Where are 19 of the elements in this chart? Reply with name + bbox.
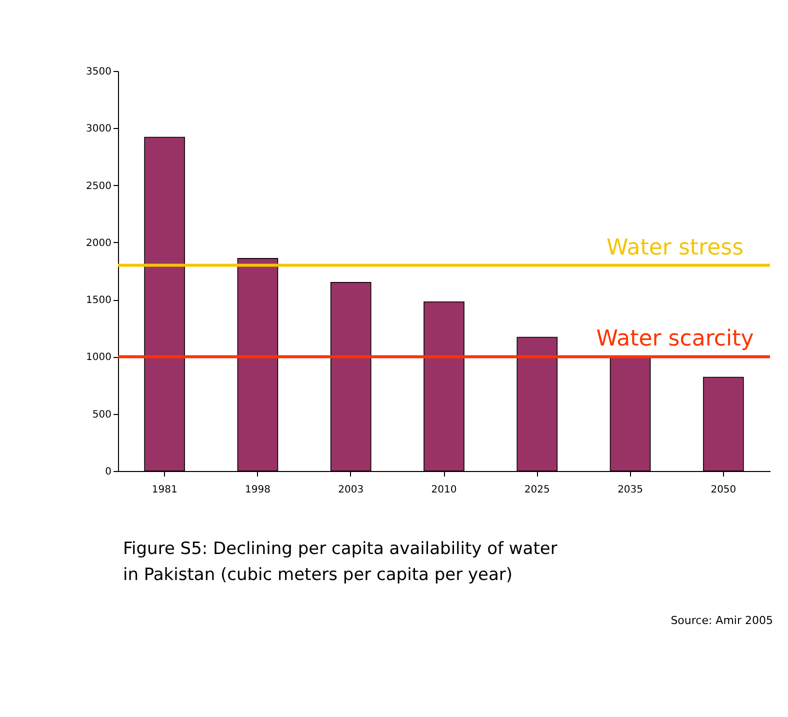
x-tick-label: 2003 (338, 484, 364, 496)
x-tick-label: 1981 (152, 484, 178, 496)
y-tick-label: 1500 (86, 295, 112, 306)
x-tick-label: 2010 (431, 484, 457, 496)
y-tick-label: 3500 (86, 66, 112, 78)
y-tick-label: 0 (105, 466, 112, 478)
y-tick-label: 3000 (86, 124, 112, 135)
ref-line-label: Water stress (606, 235, 744, 260)
ref-line-label: Water scarcity (596, 326, 754, 352)
x-tick-label: 1998 (244, 484, 270, 496)
source-note: Source: Amir 2005 (670, 614, 773, 627)
y-tick-label: 1000 (86, 352, 112, 364)
y-tick-label: 500 (92, 409, 112, 420)
y-tick-label: 2000 (86, 238, 112, 249)
x-tick-label: 2035 (618, 484, 644, 496)
caption: Figure S5: Declining per capita availability of water in Pakistan (cubic meters per capita per year) (123, 539, 558, 585)
x-tick-label: 2025 (524, 484, 550, 496)
x-tick-label: 2050 (710, 484, 736, 496)
y-tick-label: 2500 (86, 180, 112, 192)
